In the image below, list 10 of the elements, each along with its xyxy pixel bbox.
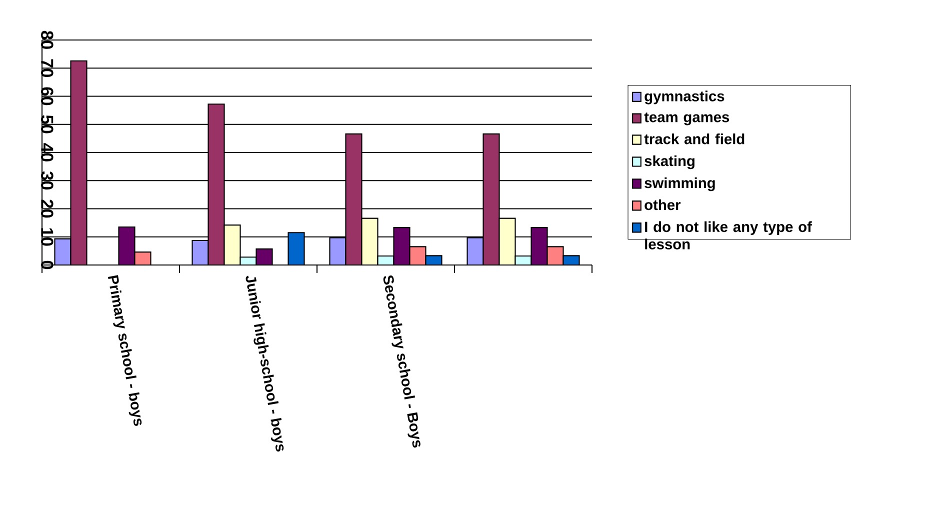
legend-label: other — [644, 199, 681, 210]
legend-label: skating — [644, 155, 694, 170]
y-tick-label: 80 — [41, 30, 54, 49]
legend-label: gymnastics — [644, 90, 724, 104]
legend-label: track and field — [644, 133, 744, 144]
legend-label: I do not like any type of lesson — [645, 221, 812, 250]
x-tick-label: Primary school - boys — [108, 275, 142, 426]
legend-label: swimming — [644, 177, 715, 192]
x-tick-label: Secondary school - Boys — [383, 276, 420, 448]
legend-label: team games — [644, 112, 730, 126]
